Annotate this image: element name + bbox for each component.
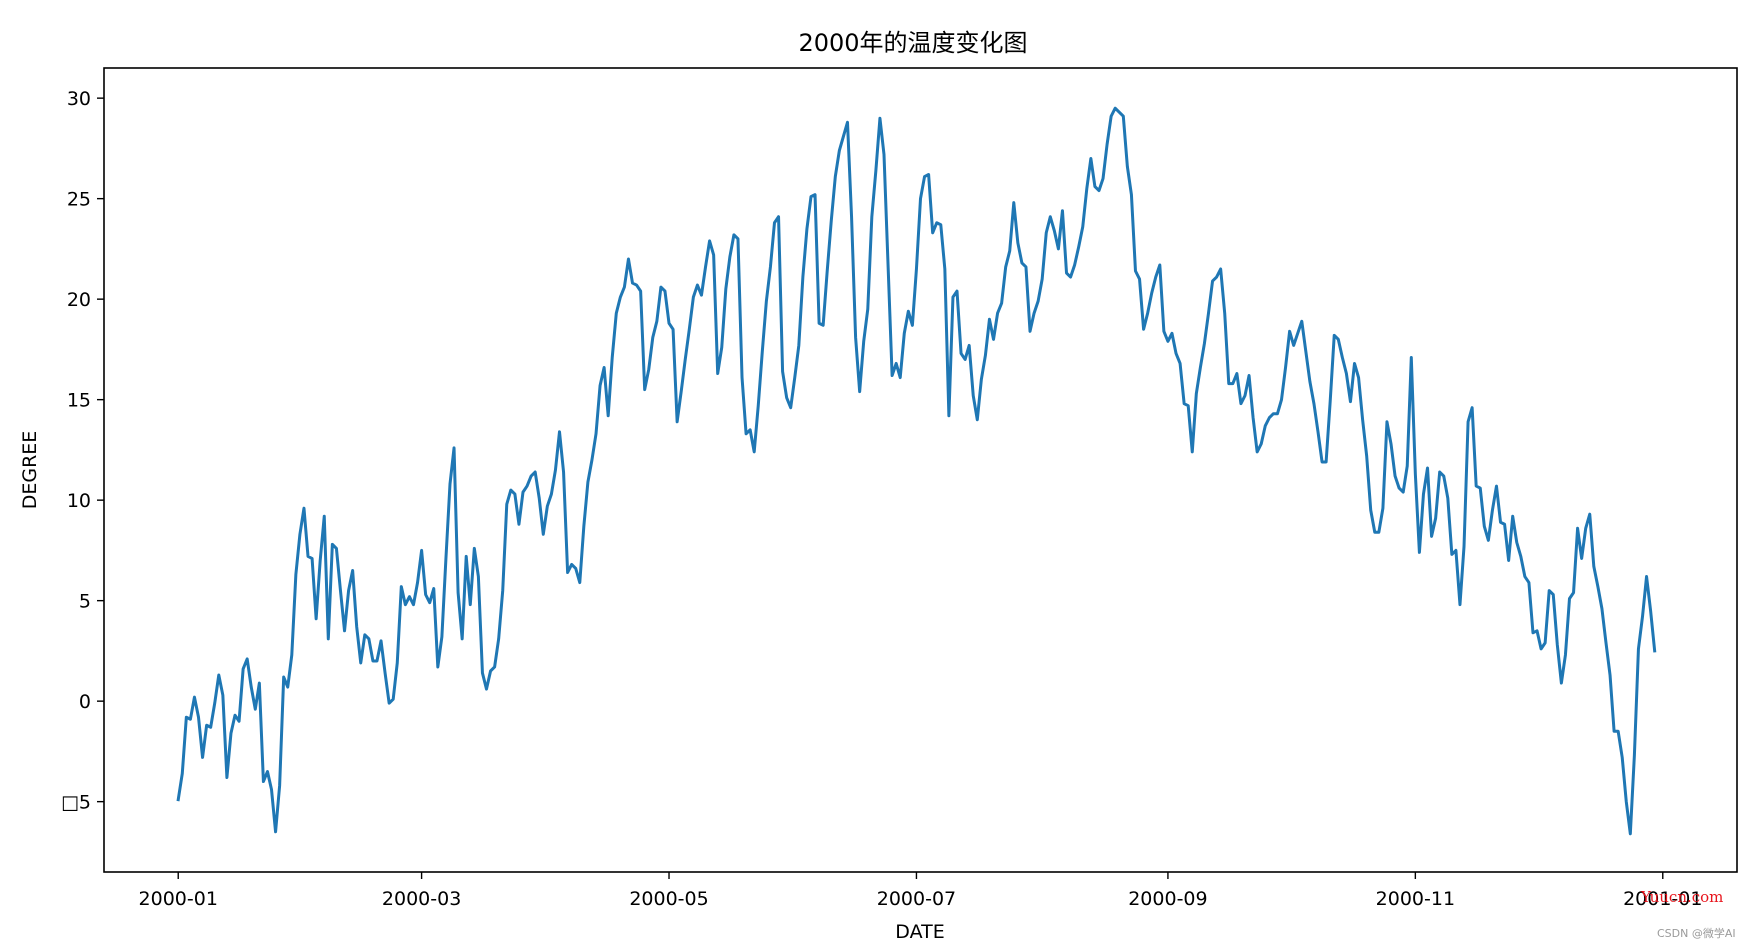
y-tick-label: □5 <box>61 792 91 814</box>
y-tick-label: 5 <box>79 591 91 613</box>
x-tick-label: 2000-03 <box>382 888 461 910</box>
y-tick-label: 15 <box>67 390 91 412</box>
y-tick-label: 10 <box>67 490 91 512</box>
plot-area <box>103 67 1738 873</box>
x-tick-label: 2000-11 <box>1376 888 1455 910</box>
y-tick-label: 25 <box>67 189 91 211</box>
y-tick-label: 30 <box>67 88 91 110</box>
y-tick-label: 20 <box>67 289 91 311</box>
x-tick-label: 2000-07 <box>877 888 956 910</box>
x-axis: 2000-01 2000-03 2000-05 2000-07 2000-09 2000-… <box>139 872 1702 910</box>
y-axis-label: DEGREE <box>19 431 41 510</box>
x-axis-label: DATE <box>895 921 944 943</box>
temperature-line <box>176 106 1657 836</box>
y-axis: 30 25 20 15 10 5 0 □5 <box>61 88 104 814</box>
watermark-author: CSDN @微学AI <box>1657 926 1736 940</box>
x-tick-label: 2001-01 <box>1623 888 1702 910</box>
chart-title: 2000年的温度变化图 <box>798 29 1027 57</box>
plot-frame <box>103 67 1738 873</box>
x-tick-label: 2000-05 <box>629 888 708 910</box>
x-tick-label: 2000-09 <box>1128 888 1207 910</box>
y-tick-label: 0 <box>79 691 91 713</box>
x-tick-label: 2000-01 <box>139 888 218 910</box>
watermark-site: Yuucn.com <box>1640 888 1723 906</box>
